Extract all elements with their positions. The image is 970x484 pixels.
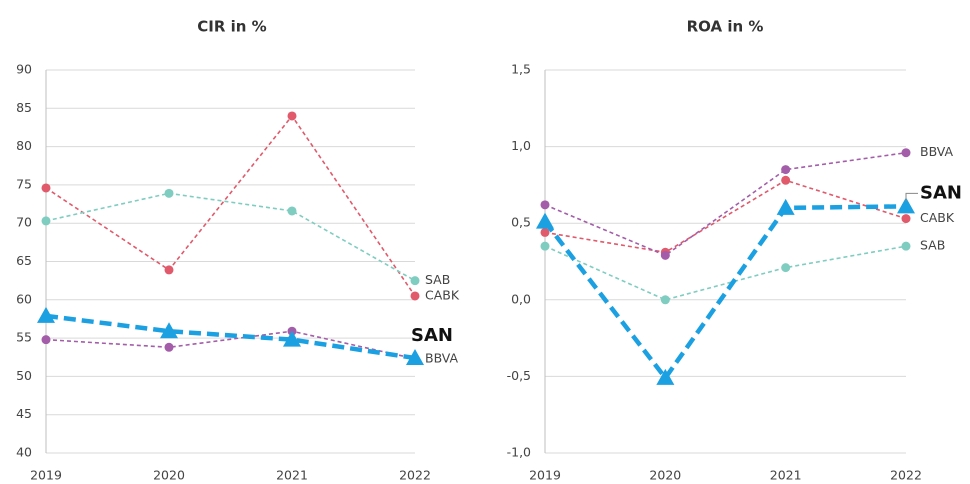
y-tick-label: 85 [16, 100, 32, 115]
x-tick-label: 2019 [30, 468, 62, 483]
marker [901, 148, 911, 158]
y-tick-label: 50 [16, 368, 32, 383]
series-label: BBVA [920, 144, 954, 159]
series-line [45, 114, 416, 297]
marker [410, 276, 420, 286]
marker [41, 335, 51, 345]
marker [410, 291, 420, 301]
marker [781, 175, 791, 185]
y-tick-label: 75 [16, 176, 32, 191]
y-tick-label: -0,5 [507, 368, 531, 383]
x-tick-label: 2020 [649, 468, 681, 483]
marker [164, 342, 174, 352]
marker [781, 165, 791, 175]
marker [901, 241, 911, 251]
y-tick-label: 70 [16, 215, 32, 230]
series-line [543, 204, 907, 382]
x-tick-label: 2021 [276, 468, 308, 483]
series-label: CABK [425, 287, 460, 302]
marker [41, 183, 51, 193]
y-tick-label: 80 [16, 138, 32, 153]
marker [656, 368, 675, 385]
series-label: SAB [425, 272, 450, 287]
chart-title: CIR in % [197, 18, 266, 36]
marker [287, 206, 297, 216]
marker [41, 216, 51, 226]
marker [164, 188, 174, 198]
marker [776, 198, 795, 215]
marker [540, 241, 550, 251]
series-line [544, 151, 907, 257]
series-label: SAB [920, 238, 945, 253]
marker [164, 265, 174, 275]
marker [540, 227, 550, 237]
marker [283, 330, 301, 347]
chart-title: ROA in % [687, 18, 764, 36]
marker [536, 212, 554, 229]
marker [406, 349, 424, 366]
leader-line [905, 192, 918, 202]
y-tick-label: 1,0 [511, 138, 531, 153]
series-line [45, 330, 416, 360]
y-tick-label: 90 [16, 62, 32, 77]
y-tick-label: 45 [16, 406, 32, 421]
x-tick-label: 2022 [399, 468, 431, 483]
y-tick-label: 60 [16, 291, 32, 306]
series-label: SAN [411, 325, 453, 346]
y-tick-label: 65 [16, 253, 32, 268]
marker [897, 197, 915, 214]
x-tick-label: 2019 [529, 468, 561, 483]
y-tick-label: 0,5 [511, 215, 531, 230]
x-tick-label: 2020 [153, 468, 185, 483]
marker [37, 306, 55, 323]
x-tick-label: 2021 [770, 468, 802, 483]
marker [660, 295, 670, 305]
marker [781, 263, 791, 273]
series-label: BBVA [425, 350, 459, 365]
y-tick-label: 0,0 [511, 291, 531, 306]
y-tick-label: -1,0 [507, 445, 531, 460]
marker [160, 322, 178, 339]
x-tick-label: 2022 [890, 468, 922, 483]
series-line [544, 245, 907, 301]
series-line [45, 192, 416, 282]
y-tick-label: 40 [16, 445, 32, 460]
series-line [45, 313, 416, 361]
marker [901, 214, 911, 224]
y-tick-label: 1,5 [511, 62, 531, 77]
series-line [544, 179, 907, 254]
marker [540, 200, 550, 210]
series-label: SAN [920, 182, 962, 203]
y-tick-label: 55 [16, 330, 32, 345]
marker [660, 250, 670, 260]
marker [287, 111, 297, 121]
series-label: CABK [920, 210, 955, 225]
